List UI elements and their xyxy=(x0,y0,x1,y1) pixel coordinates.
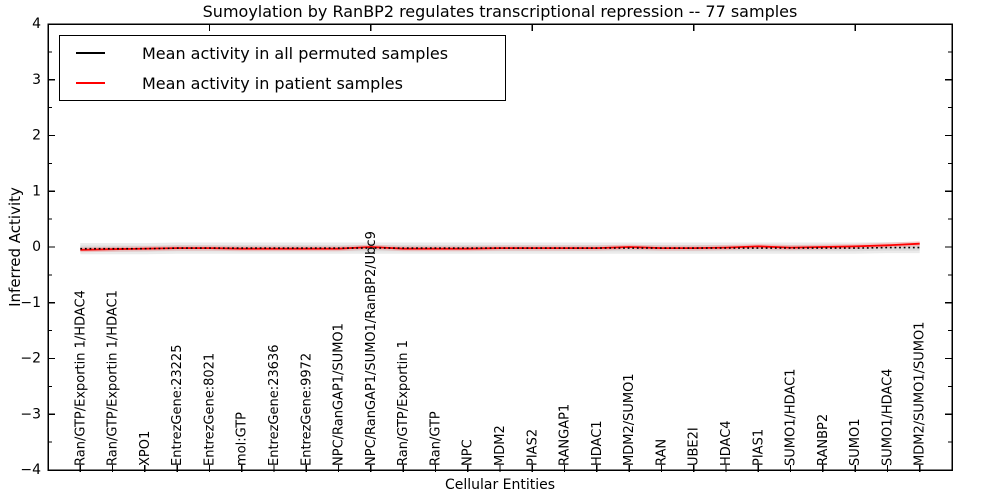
x-tick-label: SUMO1 xyxy=(848,419,863,467)
x-tick-label: NPC xyxy=(461,439,476,466)
x-tick-label: RANBP2 xyxy=(816,414,831,466)
y-axis-label: Inferred Activity xyxy=(6,187,24,307)
x-tick-label: XPO1 xyxy=(138,431,153,466)
y-tick-label: −1 xyxy=(20,295,41,311)
legend-entry-label: Mean activity in patient samples xyxy=(142,73,403,93)
x-tick-label: RANGAP1 xyxy=(558,404,573,466)
x-tick-label: UBE2I xyxy=(687,427,702,466)
x-axis-label: Cellular Entities xyxy=(444,477,556,493)
legend-line-swatch xyxy=(76,52,105,54)
y-tick-label: 3 xyxy=(32,72,41,88)
x-tick-label: MDM2/SUMO1 xyxy=(622,373,637,466)
legend-line-swatch xyxy=(76,82,105,84)
x-tick-label: MDM2/SUMO1/SUMO1 xyxy=(913,322,928,466)
x-tick-label: RAN xyxy=(654,439,669,466)
x-tick-label: NPC/RanGAP1/SUMO1/RanBP2/Ubc9 xyxy=(364,231,379,466)
x-tick-label: PIAS1 xyxy=(751,429,766,466)
x-tick-label: HDAC1 xyxy=(590,420,605,466)
x-tick-label: Ran/GTP/Exportin 1/HDAC1 xyxy=(106,290,121,466)
x-tick-label: mol:GTP xyxy=(235,412,250,466)
x-tick-label: EntrezGene:23636 xyxy=(267,345,282,466)
x-tick-label: EntrezGene:9972 xyxy=(299,353,314,466)
x-tick-label: Ran/GTP/Exportin 1/HDAC4 xyxy=(73,290,88,466)
chart-title: Sumoylation by RanBP2 regulates transcri… xyxy=(202,2,798,21)
x-tick-label: SUMO1/HDAC4 xyxy=(880,369,895,466)
x-tick-label: EntrezGene:23225 xyxy=(170,345,185,466)
y-tick-label: −4 xyxy=(20,462,41,478)
legend-entry-label: Mean activity in all permuted samples xyxy=(142,43,449,63)
x-tick-label: Ran/GTP xyxy=(428,411,443,466)
y-tick-label: −3 xyxy=(20,406,41,422)
y-tick-label: 1 xyxy=(32,183,41,199)
x-tick-label: NPC/RanGAP1/SUMO1 xyxy=(332,323,347,466)
x-tick-label: SUMO1/HDAC1 xyxy=(784,369,799,466)
y-tick-label: −2 xyxy=(20,351,41,367)
x-tick-label: PIAS2 xyxy=(525,429,540,466)
y-tick-label: 4 xyxy=(32,16,41,32)
x-tick-label: MDM2 xyxy=(493,425,508,466)
x-tick-label: HDAC4 xyxy=(719,420,734,466)
legend: Mean activity in all permuted samples Me… xyxy=(59,35,506,101)
y-tick-label: 0 xyxy=(32,239,41,255)
x-tick-label: Ran/GTP/Exportin 1 xyxy=(396,340,411,466)
legend-entry: Mean activity in patient samples xyxy=(60,68,505,98)
y-tick-label: 2 xyxy=(32,128,41,144)
x-tick-label: EntrezGene:8021 xyxy=(202,353,217,466)
legend-entry: Mean activity in all permuted samples xyxy=(60,38,505,68)
series-line-permuted xyxy=(80,246,920,250)
